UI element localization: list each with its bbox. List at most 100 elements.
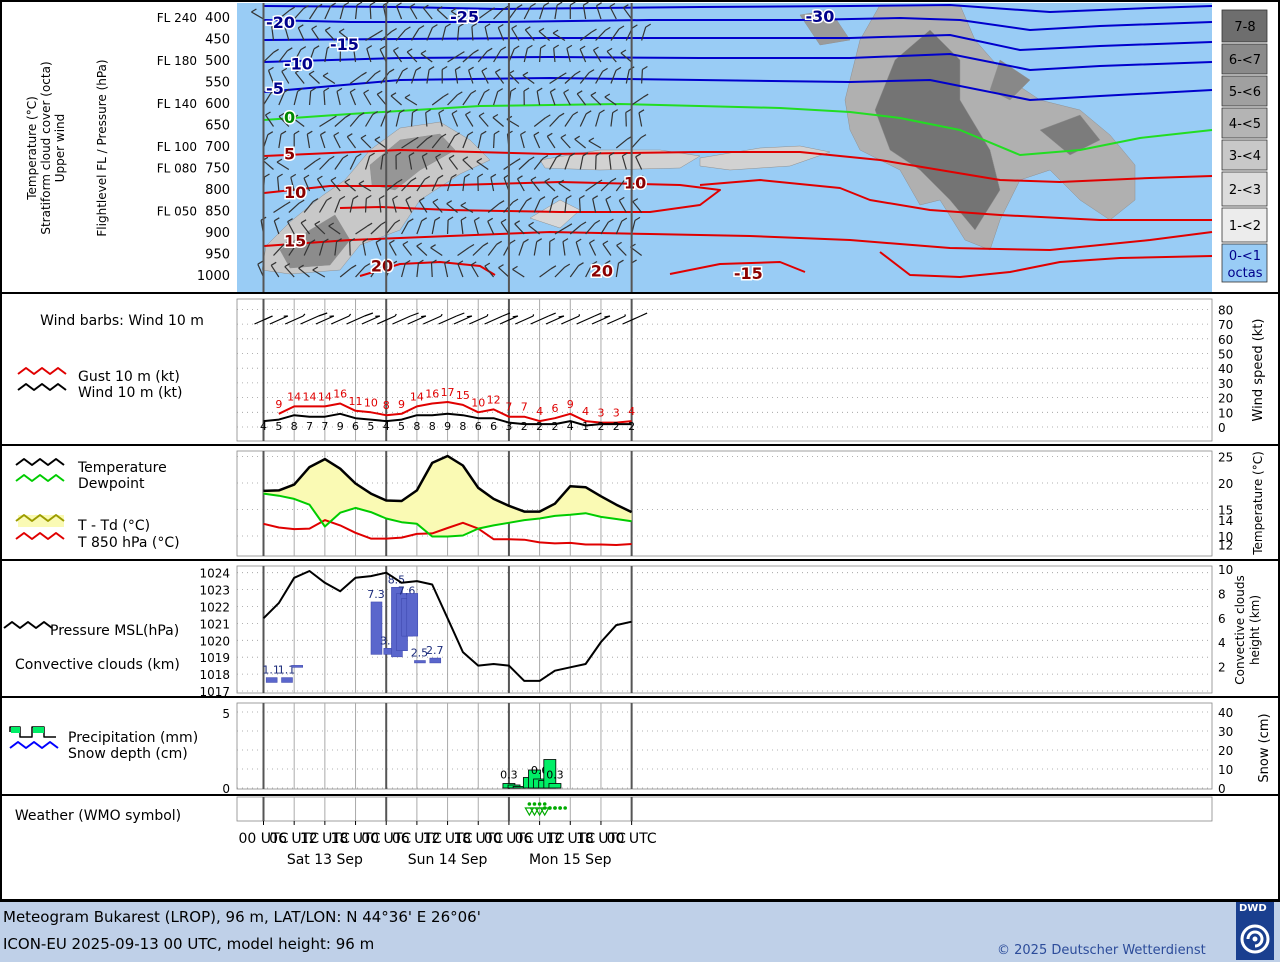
wind-ytick-50: 50 [1218, 348, 1233, 362]
pressure-legend-icon [4, 622, 52, 628]
wind-value-label: 2 [521, 420, 528, 433]
pressure-level-1000: 1000 [197, 269, 230, 284]
temperature-legend-label: Temperature [77, 460, 167, 476]
pressure-ytick-1017: 1017 [199, 685, 230, 699]
rain-dot [543, 806, 547, 810]
wind-value-label: 2 [597, 420, 604, 433]
rain-dot [558, 806, 562, 810]
pressure-level-450: 450 [205, 33, 230, 48]
t850-legend-label: T 850 hPa (°C) [77, 535, 180, 551]
wind-value-label: 4 [383, 420, 390, 433]
gust-value-label: 4 [536, 405, 543, 418]
convective-bar-10 [430, 658, 441, 663]
wind-barb [366, 199, 367, 213]
precip-bar-8 [549, 784, 561, 789]
snow-ytick-30: 30 [1218, 725, 1233, 739]
isotherm-label-9: 10 [624, 174, 646, 193]
pressure-level-550: 550 [205, 76, 230, 91]
wind-value-label: 5 [275, 420, 282, 433]
wind-title: Wind barbs: Wind 10 m [40, 313, 204, 329]
conv-ytick-8: 8 [1218, 587, 1226, 601]
wind-ytick-0: 0 [1218, 421, 1226, 435]
wind-value-label: 6 [475, 420, 482, 433]
rain-dot [563, 806, 567, 810]
gust-value-label: 16 [333, 387, 347, 400]
flight-level-label: FL 080 [157, 162, 197, 176]
wind-barb [494, 134, 495, 148]
gust-value-label: 3 [613, 407, 620, 420]
shower-dot [538, 802, 542, 806]
wind-ytick-60: 60 [1218, 333, 1233, 347]
wind-ytick-70: 70 [1218, 318, 1233, 332]
wind-value-label: 6 [490, 420, 497, 433]
conv-ylabel-2: height (km) [1248, 595, 1262, 665]
wind-value-label: 8 [413, 420, 420, 433]
isotherm-label-13: -15 [734, 264, 763, 283]
temp-ylabel: Temperature (°C) [1251, 451, 1265, 556]
rain-dot [553, 806, 557, 810]
gust-legend-icon [18, 368, 66, 374]
pressure-ytick-1023: 1023 [199, 584, 230, 598]
wind-value-label: 2 [551, 420, 558, 433]
precipitation-plot-area [237, 703, 1212, 789]
snow-ytick-40: 40 [1218, 706, 1233, 720]
temp-ytick-25: 25 [1218, 451, 1233, 465]
weather-title: Weather (WMO symbol) [15, 808, 181, 824]
copyright: © 2025 Deutscher Wetterdienst [997, 943, 1206, 958]
conv-ytick-6: 6 [1218, 612, 1226, 626]
conv-legend-label: Convective clouds (km) [15, 657, 180, 673]
upper-side-label-0: Temperature (°C) [25, 96, 39, 201]
dewpoint-legend-icon [16, 475, 64, 481]
pressure-plot-area [237, 566, 1212, 693]
gust-value-label: 3 [597, 407, 604, 420]
convective-label-3: 7.3 [367, 588, 385, 601]
precip-legend-fill-2 [33, 727, 44, 733]
wind-barb [448, 220, 449, 234]
gust-value-label: 14 [287, 390, 301, 403]
wind-value-label: 2 [536, 420, 543, 433]
wind-barb-10m-tick [513, 316, 518, 317]
gust-value-label: 14 [410, 390, 424, 403]
wind-value-label: 7 [321, 420, 328, 433]
cloud-legend-label-4: 3-<4 [1229, 149, 1261, 164]
wind-value-label: 8 [459, 420, 466, 433]
isotherm-label-5: -5 [266, 79, 284, 98]
wind-ytick-80: 80 [1218, 303, 1233, 317]
dewpoint-legend-label: Dewpoint [78, 476, 145, 492]
wind-ylabel: Wind speed (kt) [1251, 319, 1266, 422]
isotherm-label-8: 10 [284, 183, 306, 202]
gust-value-label: 9 [275, 398, 282, 411]
isotherm-label-3: -30 [805, 7, 834, 26]
wind-value-label: 7 [306, 420, 313, 433]
weather-plot-area [237, 797, 1212, 821]
spread-legend-label: T - Td (°C) [77, 518, 150, 534]
conv-ytick-14: 14 [1218, 514, 1233, 528]
isotherm-label-7: 5 [284, 144, 295, 163]
wind-ytick-20: 20 [1218, 392, 1233, 406]
cloud-legend-unit: octas [1228, 266, 1263, 281]
dwd-swirl-icon [1236, 902, 1274, 960]
wind-value-label: 1 [582, 420, 589, 433]
day-label-2: Mon 15 Sep [529, 852, 612, 868]
precip-label-8: 0.3 [546, 769, 564, 782]
day-label-0: Sat 13 Sep [287, 852, 363, 868]
gust-value-label: 4 [582, 405, 589, 418]
conv-ytick-2: 2 [1218, 661, 1226, 675]
precip-ytick-0: 0 [222, 782, 230, 796]
snow-ytick-0: 0 [1218, 782, 1226, 796]
isotherm-label-1: -25 [450, 8, 479, 27]
conv-ytick-12: 12 [1218, 539, 1233, 553]
footer: Meteogram Bukarest (LROP), 96 m, LAT/LON… [0, 900, 1280, 962]
convective-bar-8 [407, 593, 418, 636]
convective-bar-9 [414, 661, 425, 663]
temp-ytick-20: 20 [1218, 477, 1233, 491]
cloud-legend-label-3: 4-<5 [1229, 117, 1261, 132]
isotherm-label-0: -20 [266, 13, 295, 32]
pressure-ytick-1024: 1024 [199, 567, 230, 581]
isotherm-label-2: -15 [330, 35, 359, 54]
pressure-ytick-1022: 1022 [199, 601, 230, 615]
model-info: ICON-EU 2025-09-13 00 UTC, model height:… [3, 935, 374, 953]
gust-value-label: 7 [505, 401, 512, 414]
wind-barb [432, 263, 433, 277]
